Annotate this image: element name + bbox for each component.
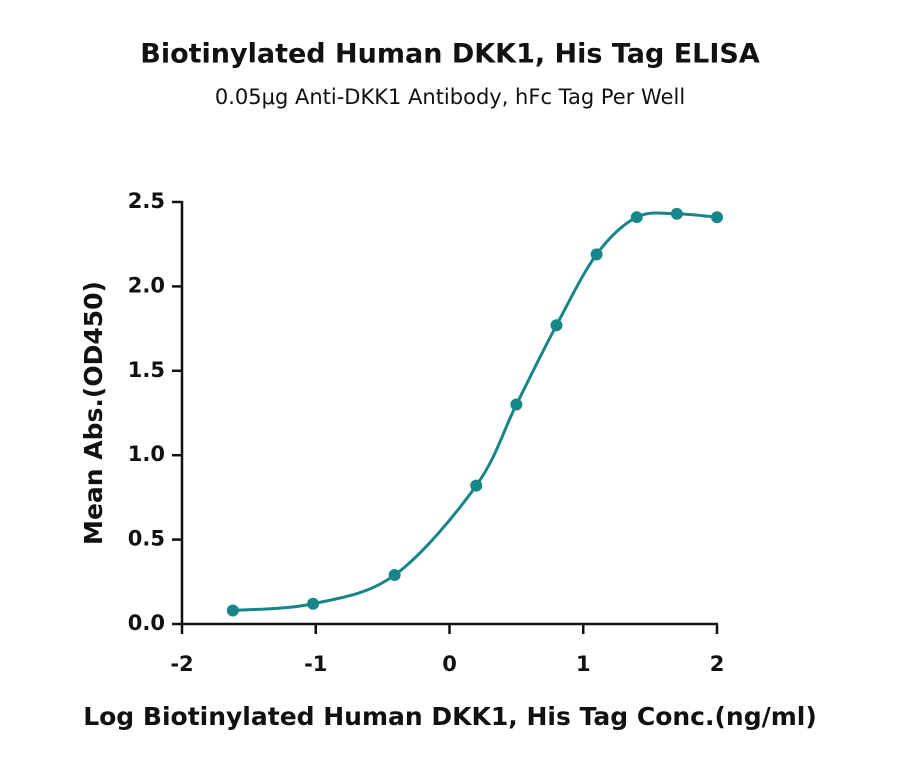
data-point <box>510 398 523 411</box>
curve <box>232 211 718 612</box>
y-tick-label: 2.5 <box>128 189 165 213</box>
x-axis-label: Log Biotinylated Human DKK1, His Tag Con… <box>83 702 817 731</box>
y-tick-label: 2.0 <box>128 273 165 297</box>
x-tick-label: -2 <box>170 652 193 676</box>
x-tick-label: 1 <box>576 652 591 676</box>
data-point <box>711 211 723 224</box>
data-point <box>670 207 683 220</box>
data-point <box>226 604 239 617</box>
chart-subtitle: 0.05μg Anti-DKK1 Antibody, hFc Tag Per W… <box>215 85 685 109</box>
data-point <box>550 319 563 332</box>
chart-title: Biotinylated Human DKK1, His Tag ELISA <box>140 39 760 70</box>
y-tick-label: 1.0 <box>128 442 165 466</box>
data-point <box>388 569 401 582</box>
x-tick-label: 0 <box>442 652 457 676</box>
x-tick-label: 2 <box>710 652 725 676</box>
data-point <box>630 211 643 224</box>
data-point <box>590 248 603 261</box>
x-tick-label: -1 <box>304 652 327 676</box>
y-tick-label: 0.5 <box>128 527 165 551</box>
y-tick-label: 0.0 <box>128 611 165 635</box>
data-point <box>307 597 320 610</box>
data-point <box>470 479 483 492</box>
y-axis-label: Mean Abs.(OD450) <box>79 281 108 545</box>
y-tick-label: 1.5 <box>128 358 165 382</box>
